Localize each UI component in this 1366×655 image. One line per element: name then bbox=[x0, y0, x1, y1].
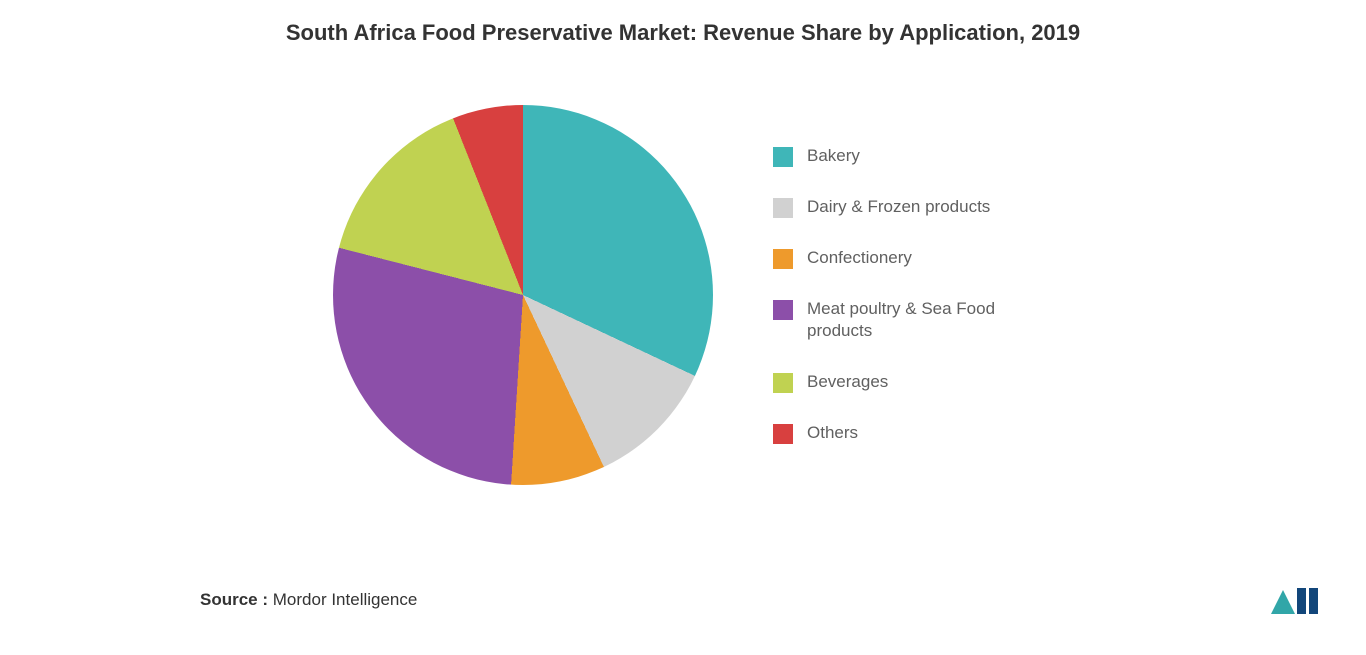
legend-swatch bbox=[773, 198, 793, 218]
legend-swatch bbox=[773, 373, 793, 393]
legend-item: Others bbox=[773, 422, 1033, 445]
pie-chart bbox=[333, 105, 713, 485]
source-prefix: Source : bbox=[200, 590, 268, 609]
source-text: Mordor Intelligence bbox=[273, 590, 418, 609]
legend-swatch bbox=[773, 147, 793, 167]
legend-swatch bbox=[773, 300, 793, 320]
source-line: Source : Mordor Intelligence bbox=[200, 590, 417, 610]
pie-wrap bbox=[333, 105, 713, 485]
legend-item: Bakery bbox=[773, 145, 1033, 168]
legend: Bakery Dairy & Frozen products Confectione… bbox=[773, 145, 1033, 446]
legend-item: Dairy & Frozen products bbox=[773, 196, 1033, 219]
legend-swatch bbox=[773, 249, 793, 269]
legend-item: Meat poultry & Sea Food products bbox=[773, 298, 1033, 344]
brand-logo bbox=[1261, 580, 1321, 620]
legend-swatch bbox=[773, 424, 793, 444]
legend-label: Dairy & Frozen products bbox=[807, 196, 990, 219]
legend-label: Confectionery bbox=[807, 247, 912, 270]
legend-label: Bakery bbox=[807, 145, 860, 168]
legend-item: Confectionery bbox=[773, 247, 1033, 270]
legend-label: Beverages bbox=[807, 371, 888, 394]
legend-label: Meat poultry & Sea Food products bbox=[807, 298, 1033, 344]
legend-item: Beverages bbox=[773, 371, 1033, 394]
chart-title: South Africa Food Preservative Market: R… bbox=[0, 0, 1366, 46]
legend-label: Others bbox=[807, 422, 858, 445]
chart-area: Bakery Dairy & Frozen products Confectione… bbox=[0, 80, 1366, 510]
